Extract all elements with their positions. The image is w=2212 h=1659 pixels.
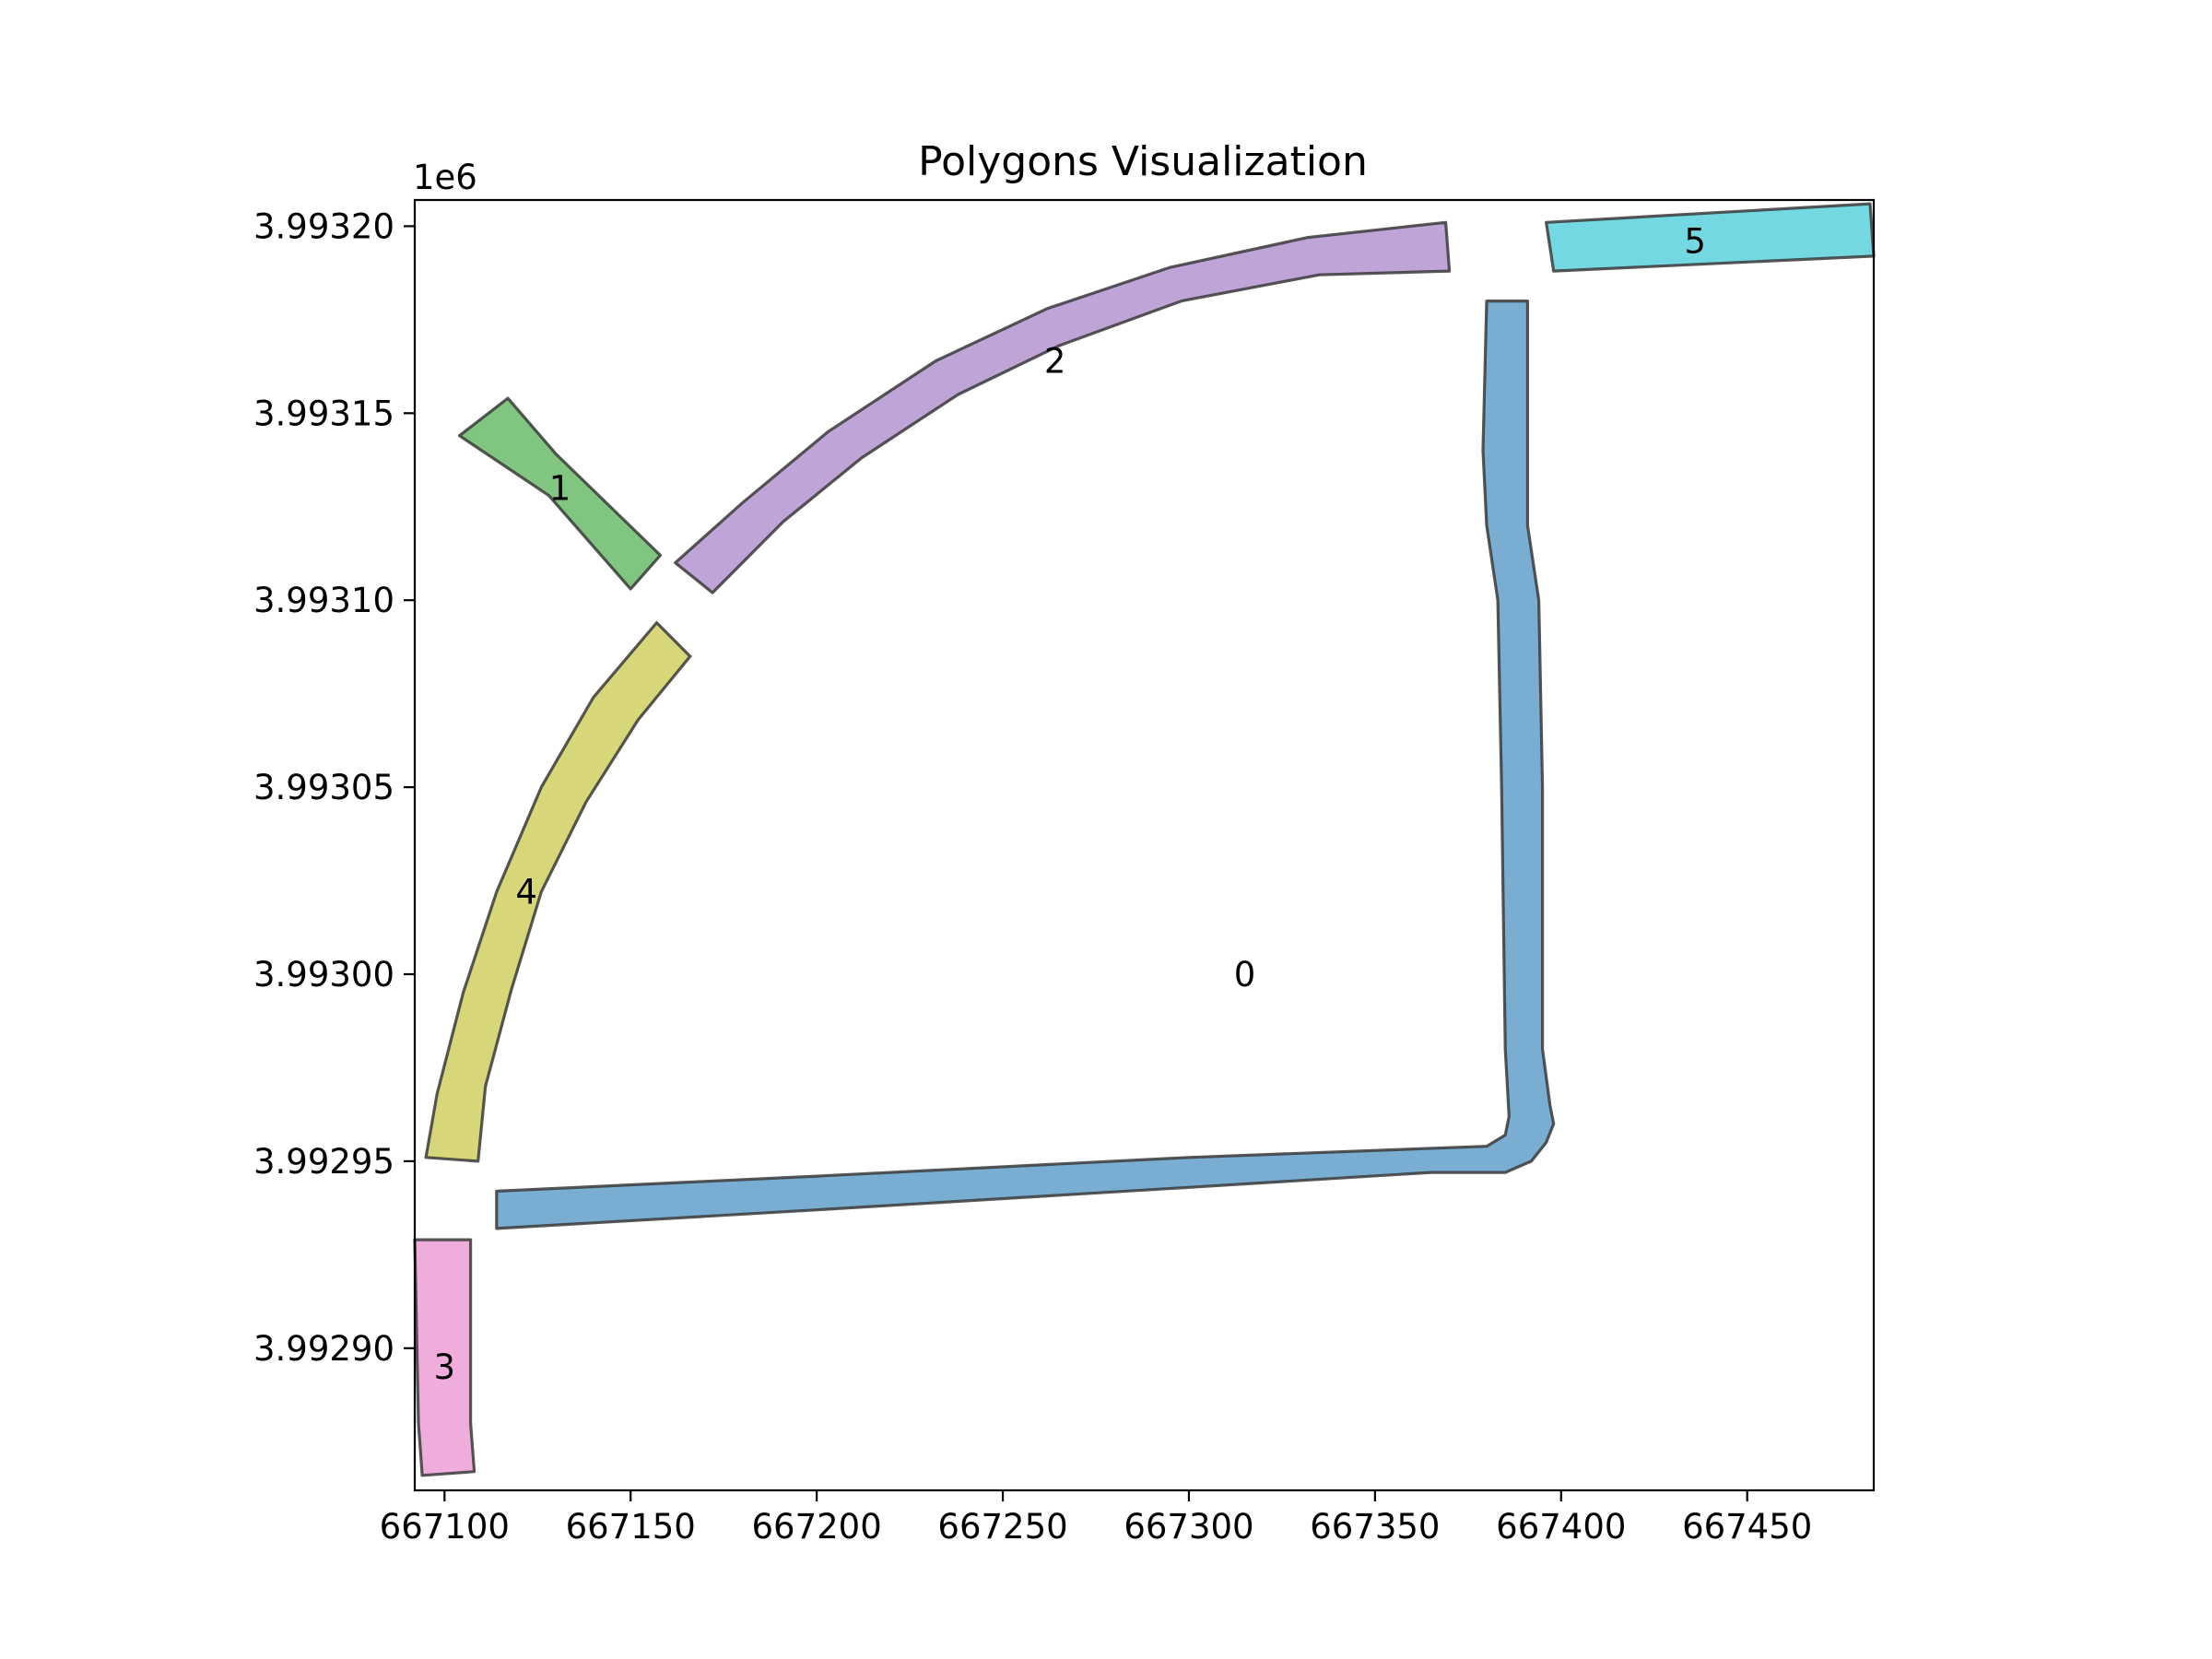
y-tick-label: 3.99320 — [253, 206, 394, 246]
polygon-layer — [413, 202, 1876, 1477]
polygon-3 — [413, 1238, 477, 1477]
y-tick-label: 3.99315 — [253, 394, 394, 433]
y-axis: 3.99290 3.99295 3.99300 3.99305 3.99310 3.993… — [253, 206, 415, 1369]
polygon-4 — [424, 620, 692, 1163]
polygon-label-3: 3 — [434, 1347, 456, 1387]
polygon-label-2: 2 — [1044, 342, 1066, 382]
x-tick-label: 667150 — [566, 1507, 696, 1547]
polygon-0 — [495, 300, 1556, 1230]
y-tick-label: 3.99300 — [253, 955, 394, 994]
y-axis-offset-text: 1e6 — [413, 158, 477, 197]
x-tick-label: 667250 — [937, 1507, 1067, 1547]
polygon-label-5: 5 — [1684, 222, 1706, 262]
polygon-label-0: 0 — [1234, 955, 1256, 994]
x-tick-label: 667350 — [1310, 1507, 1440, 1547]
x-tick-label: 667100 — [380, 1507, 510, 1547]
y-tick-label: 3.99305 — [253, 768, 394, 807]
polygon-label-4: 4 — [515, 873, 537, 912]
y-tick-label: 3.99295 — [253, 1142, 394, 1182]
y-tick-label: 3.99290 — [253, 1329, 394, 1369]
polygon-1 — [457, 396, 663, 591]
x-tick-label: 667400 — [1496, 1507, 1626, 1547]
y-tick-label: 3.99310 — [253, 581, 394, 620]
x-tick-label: 667300 — [1124, 1507, 1253, 1547]
plot-area-frame — [413, 198, 1876, 1492]
x-tick-label: 667200 — [752, 1507, 882, 1547]
polygon-label-1: 1 — [549, 469, 571, 509]
x-axis: 667100 667150 667200 667250 667300 667350 6674… — [380, 1490, 1812, 1547]
polygon-2 — [674, 220, 1452, 594]
x-tick-label: 667450 — [1682, 1507, 1812, 1547]
chart-title: Polygons Visualization — [918, 138, 1368, 185]
polygon-label-layer: 0 1 2 3 4 5 — [434, 222, 1706, 1387]
